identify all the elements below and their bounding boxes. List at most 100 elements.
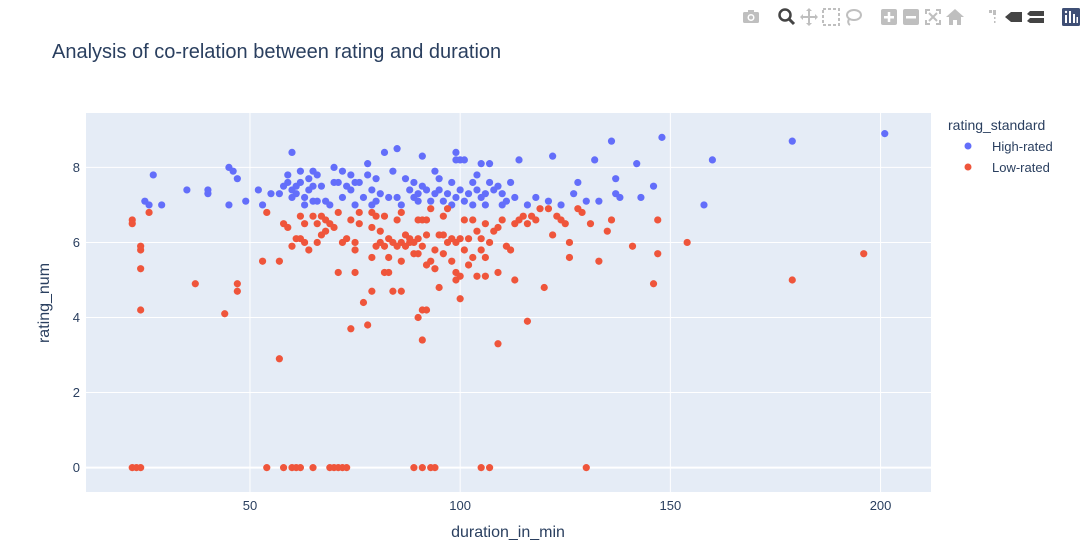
data-point[interactable] [654,216,662,224]
data-point[interactable] [481,190,489,198]
data-point[interactable] [347,171,355,179]
data-point[interactable] [128,220,136,228]
data-point[interactable] [477,235,485,243]
data-point[interactable] [149,171,157,179]
hover-compare-icon[interactable] [1024,6,1046,28]
data-point[interactable] [561,220,569,228]
data-point[interactable] [431,246,439,254]
data-point[interactable] [410,464,418,472]
data-point[interactable] [418,464,426,472]
data-point[interactable] [279,464,288,472]
data-point[interactable] [586,220,595,228]
data-point[interactable] [582,464,590,472]
data-point[interactable] [532,216,540,224]
data-point[interactable] [380,148,389,157]
data-point[interactable] [494,268,502,277]
data-point[interactable] [359,193,368,202]
data-point[interactable] [368,186,376,194]
data-point[interactable] [473,171,481,179]
data-point[interactable] [334,178,342,187]
data-point[interactable] [292,190,300,198]
data-point[interactable] [275,257,283,265]
data-point[interactable] [137,306,145,314]
data-point[interactable] [418,336,426,344]
data-point[interactable] [296,178,305,187]
data-point[interactable] [549,152,557,160]
data-point[interactable] [427,257,435,265]
data-point[interactable] [158,201,166,209]
data-point[interactable] [397,208,405,217]
data-point[interactable] [288,242,296,250]
data-point[interactable] [267,190,275,198]
data-point[interactable] [334,268,342,277]
data-point[interactable] [351,201,359,209]
data-point[interactable] [313,220,321,228]
data-point[interactable] [233,175,241,183]
data-point[interactable] [145,208,153,217]
data-point[interactable] [301,238,309,247]
data-point[interactable] [607,137,616,145]
data-point[interactable] [406,186,414,194]
data-point[interactable] [485,238,494,247]
data-point[interactable] [301,201,309,209]
zoom-in-icon[interactable] [878,6,900,28]
data-point[interactable] [464,261,473,269]
plot-area[interactable] [86,113,931,492]
data-point[interactable] [389,287,397,295]
data-point[interactable] [389,167,397,175]
data-point[interactable] [364,171,372,179]
data-point[interactable] [464,235,473,243]
data-point[interactable] [460,216,468,224]
data-point[interactable] [309,464,317,472]
data-point[interactable] [448,178,456,187]
data-point[interactable] [544,205,553,213]
data-point[interactable] [233,280,241,288]
plotly-logo-icon[interactable] [1060,6,1082,28]
data-point[interactable] [540,283,548,292]
data-point[interactable] [595,197,603,205]
data-point[interactable] [502,197,510,205]
data-point[interactable] [204,190,212,198]
data-point[interactable] [494,223,502,232]
data-point[interactable] [338,193,347,202]
data-point[interactable] [431,167,439,175]
data-point[interactable] [607,216,616,224]
data-point[interactable] [414,190,422,198]
data-point[interactable] [565,238,574,247]
data-point[interactable] [460,197,468,205]
data-point[interactable] [372,212,380,220]
data-point[interactable] [296,167,305,175]
data-point[interactable] [347,186,355,194]
data-point[interactable] [309,212,317,220]
data-point[interactable] [275,355,283,363]
reset-axes-icon[interactable] [944,6,966,28]
data-point[interactable] [368,223,376,232]
data-point[interactable] [481,253,489,262]
data-point[interactable] [443,190,452,198]
data-point[interactable] [368,253,376,262]
data-point[interactable] [536,205,544,213]
data-point[interactable] [258,201,267,209]
zoom-icon[interactable] [776,6,798,28]
data-point[interactable] [301,220,309,228]
data-point[interactable] [473,272,481,280]
camera-icon[interactable] [740,6,762,28]
data-point[interactable] [368,287,376,295]
data-point[interactable] [578,208,586,217]
data-point[interactable] [485,178,494,187]
data-point[interactable] [443,205,452,213]
data-point[interactable] [448,257,456,265]
spike-lines-icon[interactable] [980,6,1002,28]
data-point[interactable] [372,197,380,205]
data-point[interactable] [385,253,393,262]
data-point[interactable] [364,321,372,329]
data-point[interactable] [397,257,405,265]
data-point[interactable] [481,220,489,228]
data-point[interactable] [481,201,489,209]
data-point[interactable] [330,223,338,232]
data-point[interactable] [498,190,506,198]
data-point[interactable] [637,193,645,202]
data-point[interactable] [435,186,443,194]
data-point[interactable] [595,257,603,265]
data-point[interactable] [523,201,532,209]
